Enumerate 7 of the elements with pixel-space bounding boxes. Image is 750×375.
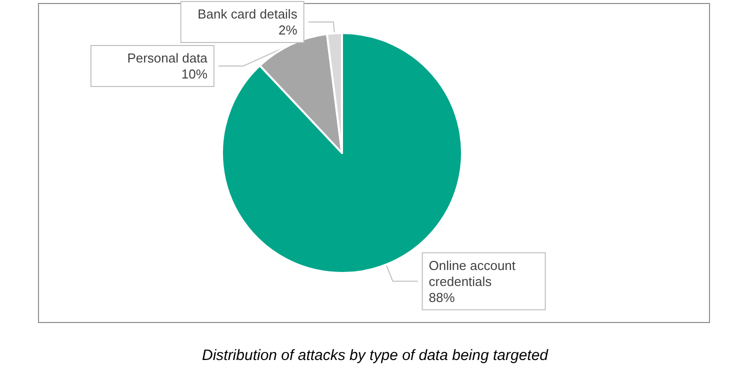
data-label: 88%: [428, 290, 456, 305]
slice-label: Personal data: [127, 50, 208, 66]
data-label: 10%: [181, 66, 208, 82]
slice-label: Bank card details: [198, 6, 298, 22]
data-label: 2%: [278, 22, 298, 38]
slice-label: Online account credentials: [428, 258, 520, 289]
text: Distribution of attacks by type of data being targeted: [202, 347, 549, 364]
